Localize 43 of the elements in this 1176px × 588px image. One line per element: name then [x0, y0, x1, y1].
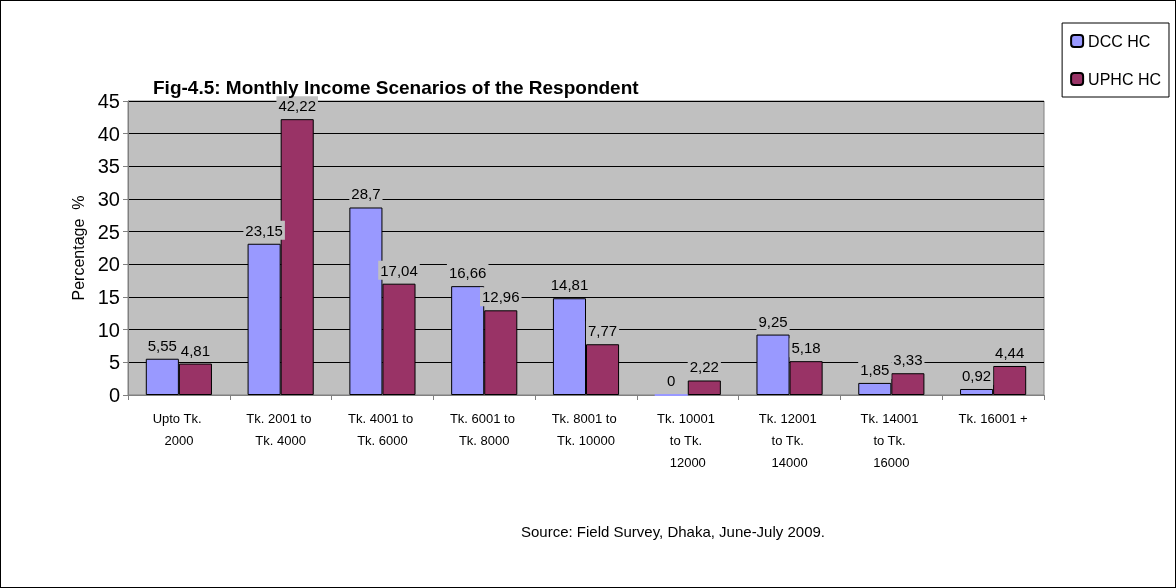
data-label: 17,04 [380, 261, 418, 279]
data-label: 23,15 [245, 221, 283, 239]
y-axis-title: Percentage % [70, 195, 88, 301]
data-label: 42,22 [278, 97, 316, 115]
y-tick-label: 5 [108, 351, 120, 374]
x-tick-label: Tk. 8001 to Tk. 10000 [551, 410, 621, 448]
data-label: 3,33 [893, 351, 923, 369]
data-label: 12,96 [481, 288, 520, 306]
x-tick-label: Tk. 4001 to Tk. 6000 [348, 410, 417, 448]
x-tick-label: Tk. 6001 to Tk. 8000 [449, 410, 519, 448]
legend-label: DCC HC [1088, 32, 1151, 50]
x-tick-label: Tk. 2001 to Tk. 4000 [246, 410, 315, 448]
y-tick-label: 0 [108, 384, 120, 406]
data-label: 16,66 [448, 264, 487, 282]
data-label: 5,18 [791, 339, 821, 357]
data-label: 28,7 [351, 185, 381, 203]
data-label: 5,55 [147, 336, 177, 354]
x-tick-label: Tk. 14001 to Tk. 16000 [860, 410, 923, 470]
legend-label: UPHC HC [1088, 70, 1161, 88]
chart-title: Fig-4.5: Monthly Income Scenarios of the Respondent [153, 77, 640, 98]
y-tick-label: 40 [97, 122, 120, 145]
x-tick-label: Tk. 16001 + [958, 410, 1028, 426]
data-label: 9,25 [758, 312, 788, 330]
y-tick-label: 20 [97, 253, 120, 276]
x-tick-label: Tk. 12001 to Tk. 14000 [758, 410, 821, 470]
y-tick-label: 15 [97, 286, 120, 308]
data-label: 2,22 [689, 358, 719, 376]
data-label: 4,81 [180, 341, 211, 359]
data-label: 4,44 [995, 343, 1025, 361]
bar [687, 380, 721, 395]
data-label: 0,92 [961, 366, 992, 384]
data-label: 0 [667, 372, 676, 389]
source-note: Source: Field Survey, Dhaka, June-July 2009. [520, 523, 825, 540]
data-label: 1,85 [860, 360, 890, 378]
x-tick-label: Upto Tk. 2000 [152, 410, 206, 448]
y-tick-label: 10 [97, 318, 120, 341]
y-tick-label: 30 [97, 188, 120, 210]
data-label: 7,77 [587, 322, 618, 340]
data-label: 14,81 [550, 276, 589, 294]
y-tick-label: 25 [97, 220, 120, 243]
y-tick-label: 35 [97, 155, 120, 178]
x-tick-label: Tk. 10001 to Tk. 12000 [657, 410, 719, 470]
y-tick-label: 45 [97, 90, 120, 112]
